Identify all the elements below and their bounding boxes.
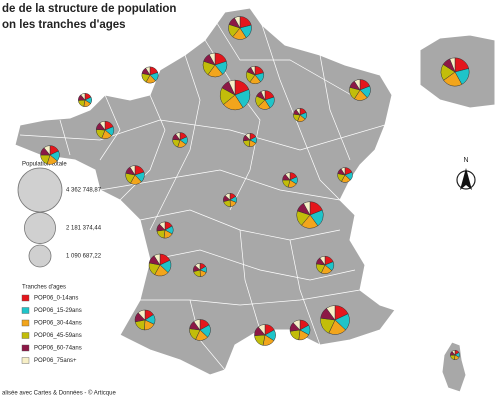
title-line: on les tranches d'ages — [2, 19, 126, 31]
pie-slice — [326, 305, 336, 321]
age-legend-swatch — [21, 357, 30, 364]
pie-slice — [257, 324, 266, 336]
corsica — [441, 341, 467, 393]
pie-slice — [159, 221, 166, 231]
size-legend-label: 2 181 374,44 — [66, 226, 102, 232]
pie — [293, 108, 307, 122]
pie-slice — [208, 52, 216, 66]
age-legend-label: POP06_15-29ans — [34, 308, 82, 314]
age-legend-swatch — [21, 307, 30, 314]
age-legend-swatch — [21, 332, 30, 339]
pie — [193, 263, 207, 277]
pie — [148, 253, 172, 277]
pie-slice — [289, 329, 301, 341]
size-legend-label: 4 362 748,87 — [66, 188, 102, 194]
size-legend-circle — [28, 244, 52, 268]
map-base — [14, 7, 495, 393]
pie — [289, 319, 311, 341]
pie-slice — [145, 66, 151, 76]
age-legend-label: POP06_45-59ans — [34, 333, 82, 339]
pie-slice — [292, 319, 301, 331]
size-legend-circle — [24, 212, 56, 244]
pie — [440, 57, 470, 87]
pie — [243, 133, 257, 147]
pie — [219, 79, 251, 111]
pie — [282, 172, 298, 188]
title-line: de de la structure de population — [2, 3, 176, 15]
pie-slice — [245, 133, 251, 141]
pie — [349, 79, 371, 101]
age-legend-label: POP06_0-14ans — [34, 296, 78, 302]
pie-slice — [78, 99, 86, 107]
pie — [156, 221, 174, 239]
pie — [141, 66, 159, 84]
pie-slice — [449, 57, 456, 73]
pie — [223, 193, 237, 207]
pie-slice — [193, 319, 201, 331]
age-legend-title: Tranches d'ages — [22, 285, 66, 291]
pie-slice — [451, 350, 456, 356]
pie-slice — [194, 263, 201, 271]
pie — [189, 319, 211, 341]
pie-slice — [99, 120, 106, 131]
pie — [296, 201, 324, 229]
north-arrow — [456, 168, 476, 190]
pie-slice — [284, 172, 291, 181]
age-legend-swatch — [21, 319, 30, 327]
pie — [125, 165, 145, 185]
pie — [172, 132, 188, 148]
pie — [95, 120, 115, 139]
pie — [40, 145, 60, 165]
pie-slice — [224, 193, 231, 201]
age-legend-label: POP06_60-74ans — [34, 346, 82, 352]
age-legend-label: POP06_75ans+ — [34, 358, 77, 364]
pie — [228, 16, 252, 40]
pie-slice — [254, 334, 266, 346]
pie — [337, 167, 353, 183]
pie — [315, 255, 335, 275]
pie-slice — [228, 79, 236, 96]
pie-slice — [80, 93, 86, 101]
pie-slice — [43, 145, 51, 156]
pie — [255, 90, 275, 110]
footer: alisée avec Cartes & Données - © Articqu… — [2, 390, 116, 397]
size-legend-title: Population totale — [22, 162, 67, 168]
pie — [202, 52, 228, 78]
age-legend-swatch — [21, 294, 30, 302]
pie-slice — [153, 253, 161, 266]
pie — [320, 305, 350, 335]
pie — [450, 350, 460, 360]
size-legend-circle — [17, 167, 63, 213]
pie-slice — [319, 255, 326, 266]
pie-slice — [250, 65, 256, 76]
pie-slice — [340, 167, 346, 176]
size-legend-label: 1 090 687,22 — [66, 254, 102, 260]
pie — [78, 93, 92, 107]
pie — [134, 309, 156, 331]
pie-slice — [129, 165, 136, 176]
pie-slice — [137, 309, 146, 321]
pie — [254, 324, 276, 346]
pie-slice — [260, 90, 266, 101]
age-legend-label: POP06_30-44ans — [34, 321, 82, 327]
age-legend-swatch — [21, 344, 30, 352]
france-outline — [14, 7, 396, 376]
pie-slice — [234, 16, 241, 29]
pie-slice — [303, 201, 311, 216]
pie-slice — [295, 108, 301, 116]
pie-slice — [175, 132, 181, 141]
north-label: N — [463, 157, 468, 164]
pie-slice — [354, 79, 361, 91]
pie — [245, 65, 265, 85]
